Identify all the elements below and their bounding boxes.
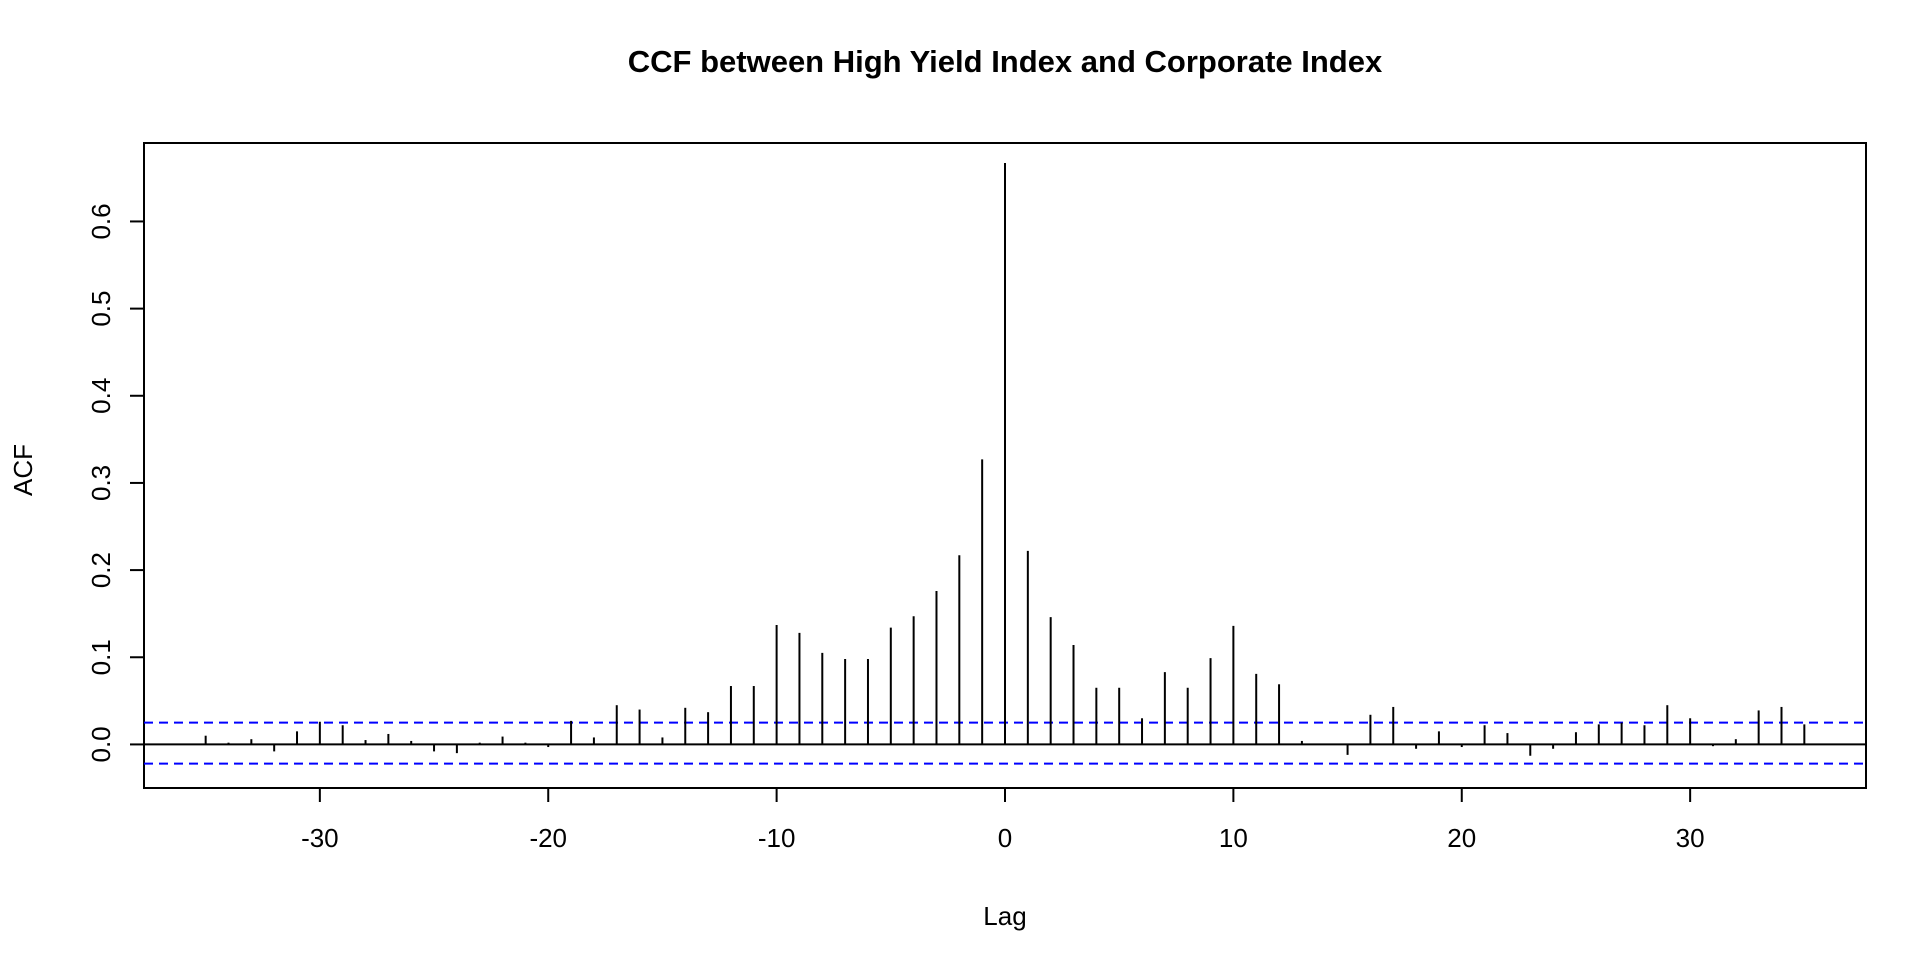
y-tick-label: 0.4 [86, 378, 116, 414]
x-tick-label: -10 [758, 823, 796, 853]
x-tick-label: 30 [1676, 823, 1705, 853]
y-tick-label: 0.1 [86, 639, 116, 675]
x-tick-label: -30 [301, 823, 339, 853]
stems [204, 163, 1806, 756]
x-tick-label: 0 [998, 823, 1012, 853]
y-tick-label: 0.5 [86, 291, 116, 327]
x-axis: -30 -20 -10 0 10 20 30 [301, 788, 1705, 853]
x-tick-label: 20 [1447, 823, 1476, 853]
y-tick-label: 0.0 [86, 726, 116, 762]
x-axis-title: Lag [983, 901, 1026, 931]
plot-area [143, 142, 1867, 789]
y-axis-title: ACF [8, 444, 38, 496]
chart-title: CCF between High Yield Index and Corpora… [628, 44, 1383, 79]
y-axis: 0.0 0.1 0.2 0.3 0.4 0.5 0.6 [86, 203, 144, 762]
x-tick-label: -20 [529, 823, 567, 853]
y-tick-label: 0.2 [86, 552, 116, 588]
y-tick-label: 0.3 [86, 465, 116, 501]
x-tick-label: 10 [1219, 823, 1248, 853]
y-tick-label: 0.6 [86, 203, 116, 239]
